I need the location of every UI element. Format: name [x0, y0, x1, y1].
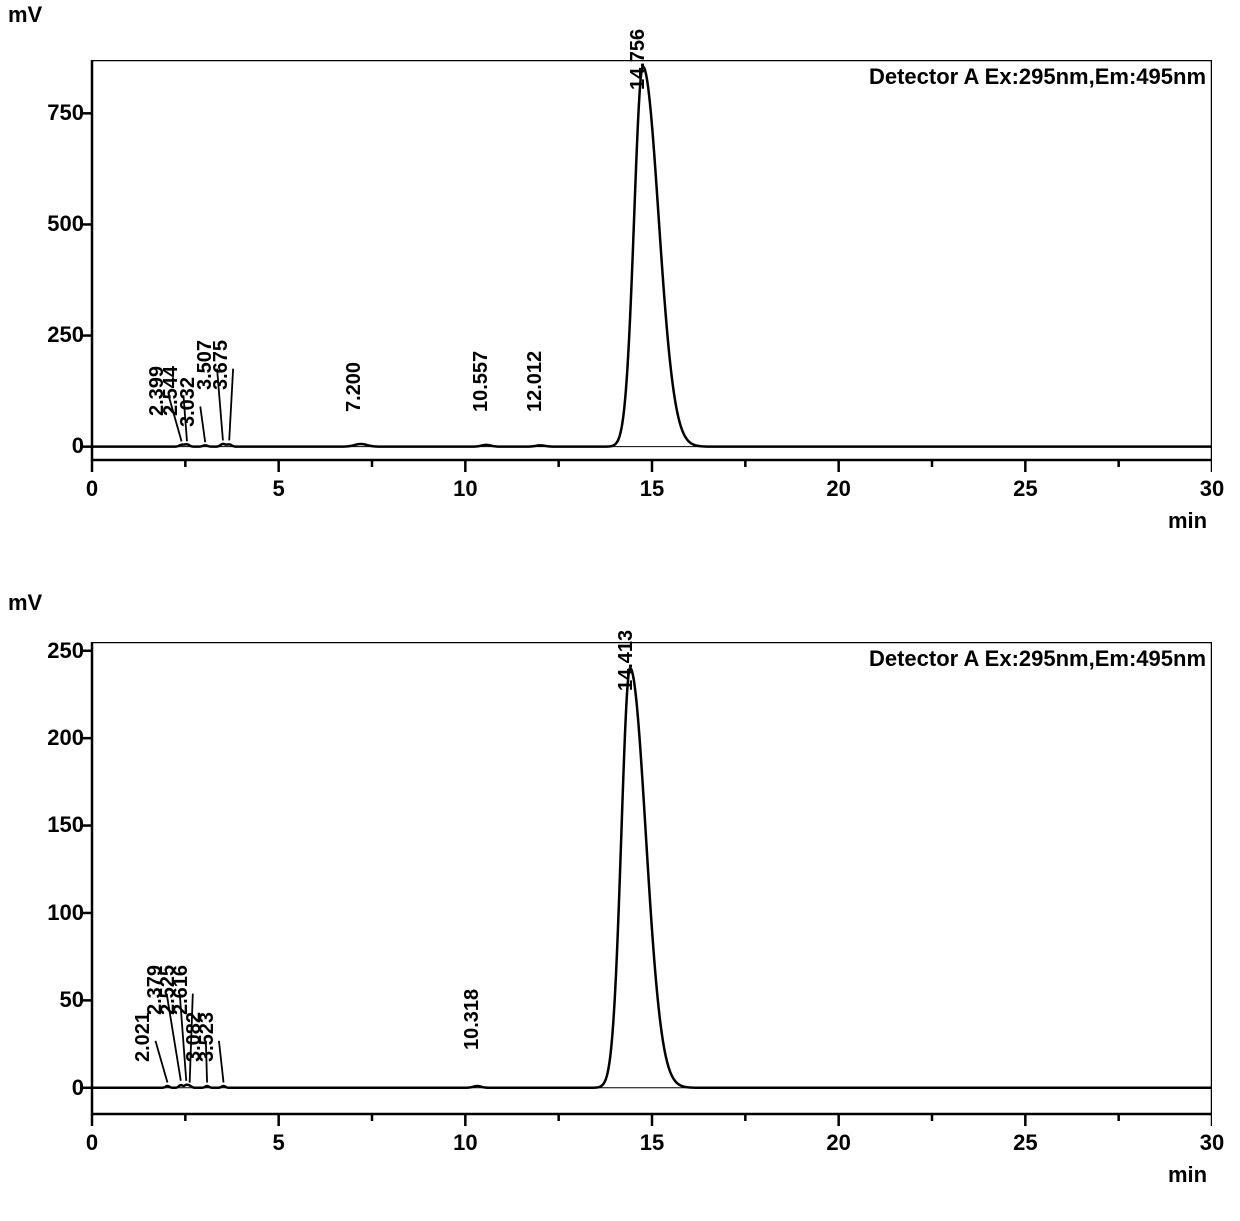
- x-tick-label: 10: [440, 1130, 490, 1156]
- y-tick-label: 200: [14, 725, 84, 751]
- y-tick-label: 0: [14, 433, 84, 459]
- peak-rt-label: 14.413: [615, 630, 638, 691]
- x-tick-label: 0: [67, 476, 117, 502]
- x-tick-label: 0: [67, 1130, 117, 1156]
- y-tick-label: 750: [14, 100, 84, 126]
- x-tick-label: 30: [1187, 476, 1237, 502]
- x-tick-label: 30: [1187, 1130, 1237, 1156]
- plot-svg: [74, 60, 1212, 478]
- peak-rt-label: 3.523: [196, 1012, 219, 1062]
- y-tick-label: 100: [14, 900, 84, 926]
- y-tick-label: 250: [14, 638, 84, 664]
- y-tick-label: 0: [14, 1075, 84, 1101]
- plot-svg: [74, 642, 1212, 1132]
- chromatogram-trace: [92, 668, 1212, 1088]
- chromatogram-trace: [92, 67, 1212, 447]
- peak-rt-label: 14.756: [627, 28, 650, 89]
- x-tick-label: 10: [440, 476, 490, 502]
- chromatogram-bottom: [92, 642, 1212, 1114]
- peak-rt-label: 10.557: [470, 351, 493, 412]
- y-tick-label: 50: [14, 987, 84, 1013]
- x-tick-label: 5: [254, 1130, 304, 1156]
- detector-label: Detector A Ex:295nm,Em:495nm: [869, 646, 1206, 672]
- y-axis-unit: mV: [8, 590, 42, 616]
- detector-label: Detector A Ex:295nm,Em:495nm: [869, 64, 1206, 90]
- x-tick-label: 15: [627, 1130, 677, 1156]
- x-tick-label: 25: [1000, 476, 1050, 502]
- x-tick-label: 20: [814, 476, 864, 502]
- peak-rt-label: 3.675: [210, 340, 233, 390]
- x-tick-label: 20: [814, 1130, 864, 1156]
- peak-rt-label: 2.021: [132, 1012, 155, 1062]
- x-tick-label: 15: [627, 476, 677, 502]
- peak-rt-label: 10.318: [461, 988, 484, 1049]
- page: mV0250500750051015202530Detector A Ex:29…: [0, 0, 1240, 1221]
- peak-rt-label: 12.012: [524, 351, 547, 412]
- y-tick-label: 250: [14, 322, 84, 348]
- x-axis-unit: min: [1168, 1162, 1207, 1188]
- y-tick-label: 500: [14, 211, 84, 237]
- x-axis-unit: min: [1168, 508, 1207, 534]
- chromatogram-top: [92, 60, 1212, 460]
- x-tick-label: 25: [1000, 1130, 1050, 1156]
- y-axis-unit: mV: [8, 2, 42, 28]
- peak-rt-label: 2.616: [170, 965, 193, 1015]
- y-tick-label: 150: [14, 812, 84, 838]
- peak-rt-label: 7.200: [343, 362, 366, 412]
- x-tick-label: 5: [254, 476, 304, 502]
